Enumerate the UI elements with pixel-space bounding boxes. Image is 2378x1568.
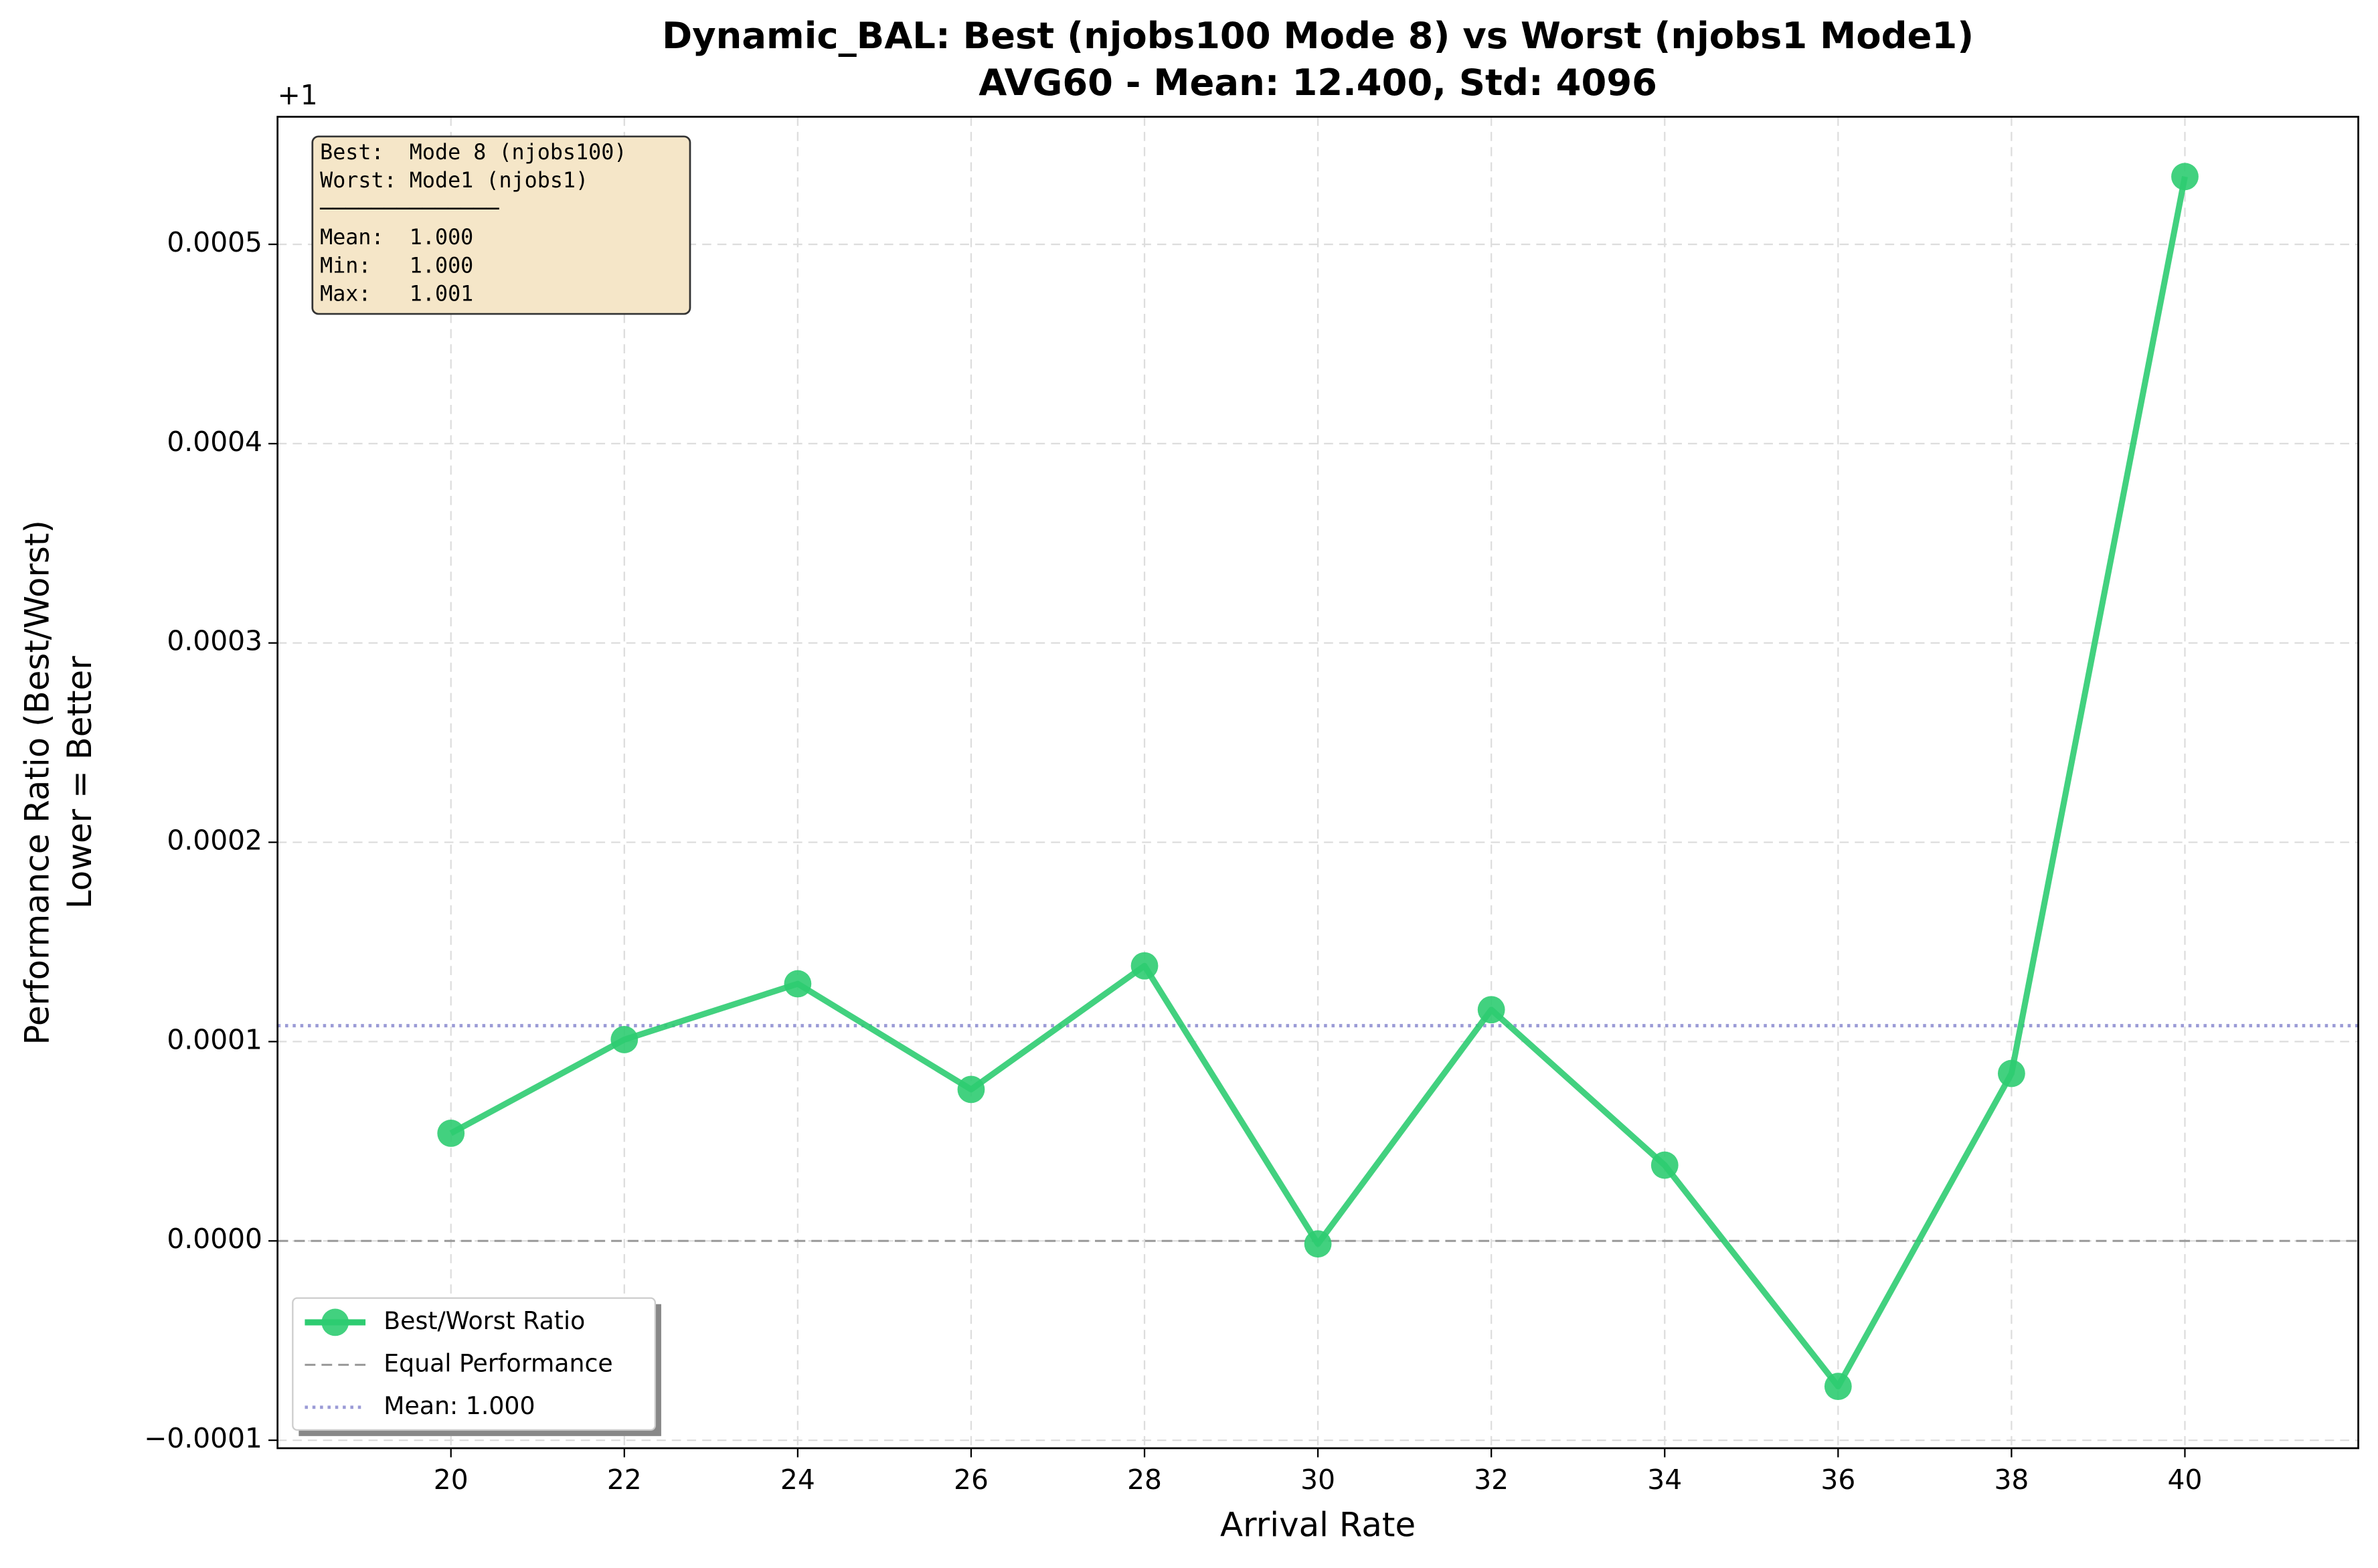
data-point [1650, 1151, 1679, 1179]
x-tick-label: 30 [1300, 1464, 1335, 1496]
annotation-line: Best: Mode 8 (njobs100) [320, 141, 626, 165]
data-point [1304, 1230, 1332, 1258]
y-tick-label: 0.0001 [167, 1023, 262, 1055]
y-axis-label: Performance Ratio (Best/Worst) [17, 520, 56, 1045]
legend-label: Mean: 1.000 [384, 1391, 535, 1420]
x-tick-label: 20 [434, 1464, 469, 1496]
annotation-line: ────────────── [319, 197, 499, 222]
x-tick-label: 36 [1820, 1464, 1855, 1496]
y-tick-label: −0.0001 [144, 1422, 262, 1454]
x-tick-label: 34 [1647, 1464, 1682, 1496]
y-axis-label: Lower = Better [60, 656, 99, 909]
y-tick-label: 0.0003 [167, 625, 262, 657]
y-tick-label: 0.0005 [167, 226, 262, 258]
x-tick-label: 40 [2168, 1464, 2203, 1496]
data-point [437, 1120, 465, 1147]
data-point [1998, 1059, 2025, 1087]
chart-subtitle: AVG60 - Mean: 12.400, Std: 4096 [979, 62, 1657, 104]
data-point [610, 1026, 639, 1053]
x-axis-label: Arrival Rate [1220, 1505, 1416, 1544]
annotation-line: Worst: Mode1 (njobs1) [320, 169, 588, 193]
annotation-line: Mean: 1.000 [320, 226, 473, 250]
data-point [1824, 1373, 1852, 1401]
annotation-line: Max: 1.001 [320, 282, 473, 307]
data-point [1130, 952, 1159, 980]
data-point [1477, 996, 1505, 1024]
annotation-box [311, 135, 691, 315]
x-tick-label: 22 [607, 1464, 642, 1496]
chart-title: Dynamic_BAL: Best (njobs100 Mode 8) vs W… [662, 15, 1974, 57]
x-tick-label: 32 [1474, 1464, 1509, 1496]
data-point [2171, 163, 2199, 191]
x-tick-label: 28 [1127, 1464, 1162, 1496]
legend-marker [321, 1308, 349, 1336]
x-tick-label: 24 [780, 1464, 815, 1496]
legend-label: Equal Performance [384, 1348, 612, 1377]
annotation-line: Min: 1.000 [320, 254, 473, 278]
data-point [957, 1075, 985, 1104]
legend-label: Best/Worst Ratio [384, 1306, 585, 1335]
x-tick-label: 26 [954, 1464, 989, 1496]
y-tick-label: 0.0004 [167, 426, 262, 458]
y-tick-label: 0.0002 [167, 824, 262, 857]
legend-box [292, 1297, 657, 1431]
y-offset-label: +1 [278, 79, 318, 111]
plot-frame [276, 116, 2359, 1450]
x-tick-label: 38 [1994, 1464, 2029, 1496]
y-tick-label: 0.0000 [167, 1223, 262, 1255]
data-point [784, 970, 812, 998]
